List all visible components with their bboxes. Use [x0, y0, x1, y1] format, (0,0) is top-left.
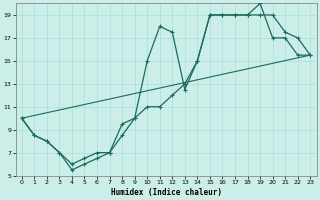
X-axis label: Humidex (Indice chaleur): Humidex (Indice chaleur) — [110, 188, 221, 197]
